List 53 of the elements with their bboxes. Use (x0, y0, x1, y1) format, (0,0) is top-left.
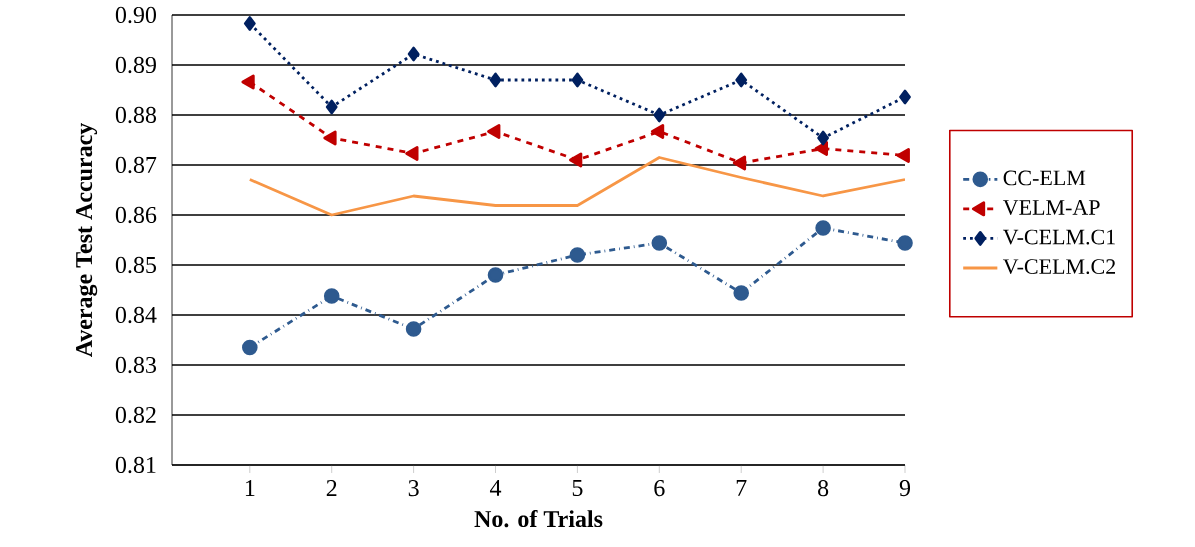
line-series (248, 156, 906, 217)
point (323, 130, 337, 146)
point (650, 124, 665, 139)
y-tick-label: 0.82 (115, 406, 156, 424)
y-tick-label: 0.81 (115, 456, 156, 474)
y-tick-label: 0.86 (115, 206, 157, 224)
y-tick-label: 0.87 (115, 156, 157, 174)
y-tick-label: 0.90 (115, 6, 157, 24)
point (569, 152, 583, 168)
point (733, 285, 750, 301)
point (407, 46, 420, 62)
point (899, 89, 911, 105)
legend-label: VELM-AP (1002, 200, 1100, 215)
point (815, 220, 831, 236)
point (243, 16, 256, 31)
legend-label: V-CELM.C1 (1002, 229, 1115, 245)
y-tick-label: 0.89 (115, 56, 156, 74)
x-tick-label: 6 (654, 480, 665, 497)
point (732, 155, 747, 171)
point (735, 72, 748, 88)
x-tick-label: 5 (572, 480, 583, 496)
legend-label: CC-ELM (1003, 170, 1086, 186)
point (487, 267, 504, 283)
point (653, 107, 666, 123)
point (241, 74, 255, 90)
point (325, 99, 338, 115)
x-tick-label: 9 (899, 480, 911, 497)
point (569, 247, 586, 263)
point (897, 235, 913, 251)
x-tick-label: 2 (326, 480, 337, 496)
point (405, 321, 422, 337)
point (323, 288, 340, 304)
point (896, 148, 910, 163)
x-tick-label: 4 (489, 480, 502, 496)
y-axis-title: Average Test Accuracy (76, 122, 98, 358)
y-tick-label: 0.85 (115, 256, 157, 274)
point (817, 130, 830, 146)
x-tick-label: 7 (736, 480, 747, 496)
x-axis-title: No. of Trials (474, 509, 603, 528)
point (571, 72, 584, 88)
x-tick-label: 3 (408, 480, 419, 497)
legend-label: V-CELM.C2 (1002, 259, 1116, 275)
y-tick-label: 0.84 (115, 306, 157, 324)
x-tick-label: 1 (245, 480, 255, 496)
y-tick-label: 0.88 (115, 106, 157, 124)
point (487, 124, 501, 139)
y-tick-label: 0.83 (115, 356, 157, 374)
point (242, 339, 258, 356)
point (651, 235, 668, 251)
point (405, 146, 419, 161)
point (814, 141, 829, 156)
point (489, 72, 502, 88)
x-tick-label: 8 (818, 480, 829, 497)
